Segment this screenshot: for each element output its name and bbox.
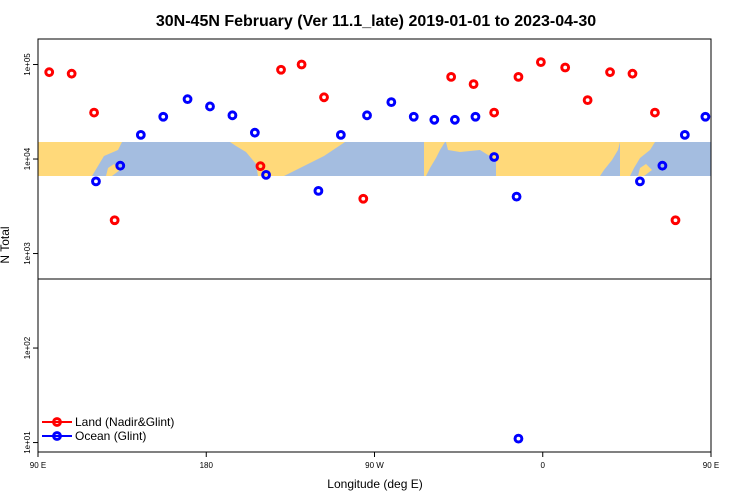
land-point xyxy=(468,79,479,90)
x-tick-label: 90 W xyxy=(365,461,384,470)
land-point xyxy=(670,215,681,226)
land-point xyxy=(66,68,77,79)
land-point xyxy=(446,71,457,82)
land-block-islands-east xyxy=(638,164,652,176)
x-axis: 90 E 180 90 W 0 90 E xyxy=(30,452,719,470)
world-map-band xyxy=(38,142,711,176)
ocean-point xyxy=(635,176,645,187)
series-land xyxy=(44,57,681,226)
ocean-point xyxy=(313,185,324,196)
land-point xyxy=(650,107,660,118)
ocean-point xyxy=(429,114,440,125)
land-point xyxy=(296,59,307,70)
ocean-point xyxy=(227,110,238,121)
land-point xyxy=(255,161,266,172)
ocean-point xyxy=(115,160,126,171)
data-points xyxy=(44,57,711,444)
ocean-point xyxy=(135,129,146,140)
ocean-point xyxy=(408,111,419,122)
land-point xyxy=(560,62,571,73)
ocean-point xyxy=(386,97,397,108)
ocean-point xyxy=(205,101,215,112)
ocean-point xyxy=(182,94,193,105)
ocean-point xyxy=(449,114,460,125)
land-point xyxy=(109,215,120,226)
ocean-point xyxy=(362,110,372,121)
land-block-eurasia xyxy=(446,142,620,176)
x-axis-label: Longitude (deg E) xyxy=(327,477,422,491)
x-tick-label: 90 E xyxy=(30,461,46,470)
ocean-point xyxy=(249,127,260,138)
ocean-point xyxy=(513,433,524,444)
land-point xyxy=(605,67,615,78)
land-point xyxy=(358,193,369,204)
ocean-point xyxy=(511,191,522,202)
land-point xyxy=(44,67,55,78)
y-tick-label: 1e+03 xyxy=(23,242,32,265)
y-tick-label: 1e+01 xyxy=(23,431,32,454)
ocean-point xyxy=(489,152,500,162)
ocean-point xyxy=(91,176,101,187)
legend-land-marker xyxy=(52,417,62,427)
y-axis: 1e+01 1e+02 1e+03 1e+04 1e+05 xyxy=(23,53,38,454)
ocean-point xyxy=(679,129,690,140)
land-point xyxy=(627,68,638,79)
y-tick-label: 1e+04 xyxy=(23,147,32,170)
legend-ocean-label: Ocean (Glint) xyxy=(75,429,146,443)
land-point xyxy=(535,57,546,68)
land-point xyxy=(582,95,593,106)
x-tick-label: 90 E xyxy=(703,461,719,470)
land-block-asia-east xyxy=(620,142,655,176)
y-tick-label: 1e+05 xyxy=(23,53,32,76)
legend-ocean-marker xyxy=(52,431,62,441)
ocean-point xyxy=(700,111,711,122)
x-tick-label: 0 xyxy=(541,461,546,470)
land-block-asia xyxy=(42,142,122,176)
ocean-point xyxy=(657,160,668,171)
y-tick-label: 1e+02 xyxy=(23,336,32,359)
y-axis-label: N Total xyxy=(0,226,12,263)
x-tick-label: 180 xyxy=(200,461,214,470)
ocean-point xyxy=(261,169,271,180)
land-block-europe-west xyxy=(424,142,445,176)
legend: Land (Nadir&Glint) Ocean (Glint) xyxy=(42,415,174,443)
ocean-point xyxy=(158,111,169,122)
land-point xyxy=(489,107,500,118)
land-point xyxy=(513,71,524,82)
land-block-asia-west xyxy=(38,142,42,176)
ocean-point xyxy=(335,129,346,140)
series-ocean xyxy=(91,94,711,444)
legend-land-label: Land (Nadir&Glint) xyxy=(75,415,174,429)
ocean-point xyxy=(470,111,481,122)
land-point xyxy=(89,107,99,118)
land-point xyxy=(276,64,286,75)
chart-title: 30N-45N February (Ver 11.1_late) 2019-01… xyxy=(156,13,596,30)
land-point xyxy=(319,92,329,103)
